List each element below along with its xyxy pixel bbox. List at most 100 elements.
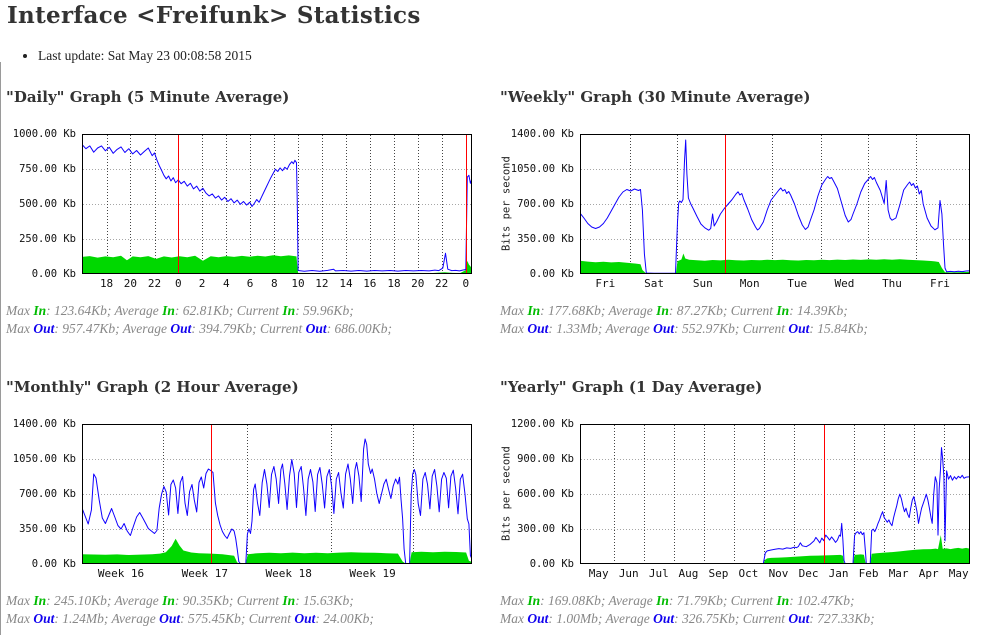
in-traffic-area bbox=[82, 255, 472, 274]
direction-label: In bbox=[162, 593, 175, 608]
y-tick-label: 0.00 Kb bbox=[529, 558, 574, 570]
out-traffic-line bbox=[82, 438, 472, 564]
direction-label: In bbox=[776, 303, 790, 318]
direction-label: Out bbox=[294, 611, 316, 626]
y-tick-label: 750.00 Kb bbox=[19, 163, 76, 175]
yearly-graph: Bits per second 1200.00 Kb 900.00 Kb 600.00… bbox=[500, 418, 986, 582]
x-tick-label: 12 bbox=[315, 277, 329, 290]
x-tick-label: 0 bbox=[462, 277, 470, 290]
x-tick-label: Week 19 bbox=[349, 567, 396, 580]
x-tick-label: Mar bbox=[888, 567, 909, 580]
stats-line-in: Max In: 169.08Kb; Average In: 71.79Kb; C… bbox=[500, 593, 855, 608]
y-tick-label: 250.00 Kb bbox=[19, 233, 76, 245]
daily-graph: 1000.00 Kb 750.00 Kb 500.00 Kb 250.00 Kb 0.0… bbox=[6, 128, 492, 292]
x-axis-tick-labels: May Jun Jul Aug Sep Oct Nov Dec Jan Feb Mar Apr May bbox=[580, 564, 970, 582]
y-axis-unit-label: Bits per second bbox=[500, 446, 513, 542]
direction-label: In bbox=[282, 303, 296, 318]
x-tick-label: Feb bbox=[858, 567, 879, 580]
y-tick-label: 1400.00 Kb bbox=[12, 418, 76, 430]
x-tick-label: Fri bbox=[930, 277, 950, 290]
yearly-chart-canvas bbox=[580, 424, 970, 564]
out-traffic-line bbox=[82, 144, 472, 272]
section-monthly: "Monthly" Graph (2 Hour Average) 1400.00… bbox=[6, 378, 492, 628]
x-tick-label: Week 18 bbox=[265, 567, 312, 580]
direction-label: In bbox=[656, 593, 669, 608]
daily-stats: Max In: 123.64Kb; Average In: 62.81Kb; C… bbox=[6, 302, 492, 338]
stats-line-out: Max Out: 1.33Mb; Average Out: 552.97Kb; … bbox=[500, 321, 868, 336]
x-tick-label: Week 17 bbox=[181, 567, 229, 580]
direction-label: In bbox=[33, 303, 47, 318]
y-tick-label: 300.00 Kb bbox=[517, 523, 574, 535]
direction-label: Out bbox=[33, 611, 55, 626]
left-frame-line bbox=[0, 62, 1, 635]
x-tick-label: Tue bbox=[787, 277, 808, 290]
monthly-stats: Max In: 245.10Kb; Average In: 90.35Kb; C… bbox=[6, 592, 492, 628]
yearly-stats: Max In: 169.08Kb; Average In: 71.79Kb; C… bbox=[500, 592, 986, 628]
monthly-chart-canvas bbox=[82, 424, 472, 564]
y-tick-label: 500.00 Kb bbox=[19, 198, 76, 210]
x-tick-label: Jan bbox=[828, 567, 849, 580]
y-tick-label: 1200.00 Kb bbox=[510, 418, 574, 430]
x-axis-tick-labels: Week 16 Week 17 Week 18 Week 19 bbox=[82, 564, 472, 582]
x-tick-label: Jun bbox=[618, 567, 639, 580]
x-tick-label: 10 bbox=[291, 277, 305, 290]
y-tick-label: 0.00 Kb bbox=[31, 558, 76, 570]
y-tick-label: 1050.00 Kb bbox=[510, 163, 574, 175]
direction-label: Out bbox=[653, 611, 675, 626]
y-axis-tick-labels: 1000.00 Kb 750.00 Kb 500.00 Kb 250.00 Kb 0.0… bbox=[6, 128, 82, 280]
stats-line-in: Max In: 245.10Kb; Average In: 90.35Kb; C… bbox=[6, 593, 354, 608]
x-tick-label: Sat bbox=[644, 277, 665, 290]
direction-label: Out bbox=[788, 611, 810, 626]
direction-label: In bbox=[162, 303, 175, 318]
x-tick-label: 16 bbox=[363, 277, 377, 290]
in-traffic-area bbox=[580, 253, 970, 274]
y-tick-label: 900.00 Kb bbox=[517, 453, 574, 465]
weekly-graph-title: "Weekly" Graph (30 Minute Average) bbox=[500, 88, 811, 106]
monthly-graph-title: "Monthly" Graph (2 Hour Average) bbox=[6, 378, 299, 396]
weekly-chart-canvas bbox=[580, 134, 970, 274]
in-traffic-area bbox=[763, 535, 970, 564]
section-daily: "Daily" Graph (5 Minute Average) 1000.00… bbox=[6, 88, 492, 338]
out-traffic-line bbox=[762, 447, 970, 564]
y-tick-label: 350.00 Kb bbox=[19, 523, 76, 535]
x-tick-label: 20 bbox=[123, 277, 137, 290]
y-tick-label: 350.00 Kb bbox=[517, 233, 574, 245]
yearly-graph-title: "Yearly" Graph (1 Day Average) bbox=[500, 378, 763, 396]
x-tick-label: Jul bbox=[648, 567, 669, 580]
in-traffic-area bbox=[82, 538, 472, 564]
x-tick-label: 14 bbox=[339, 277, 353, 290]
x-tick-label: 22 bbox=[434, 277, 449, 290]
x-tick-label: May bbox=[948, 567, 969, 580]
x-tick-label: 8 bbox=[270, 277, 278, 290]
daily-chart-canvas bbox=[82, 134, 472, 274]
stats-line-out: Max Out: 957.47Kb; Average Out: 394.79Kb… bbox=[6, 321, 392, 336]
x-tick-label: 0 bbox=[175, 277, 182, 290]
x-tick-label: Mon bbox=[739, 277, 760, 290]
y-tick-label: 700.00 Kb bbox=[517, 198, 574, 210]
direction-label: Out bbox=[305, 321, 327, 336]
stats-line-out: Max Out: 1.00Mb; Average Out: 326.75Kb; … bbox=[500, 611, 875, 626]
update-list: Last update: Sat May 23 00:08:58 2015 bbox=[22, 48, 252, 64]
direction-label: Out bbox=[33, 321, 55, 336]
section-yearly: "Yearly" Graph (1 Day Average) Bits per … bbox=[500, 378, 986, 628]
y-tick-label: 600.00 Kb bbox=[517, 488, 574, 500]
x-tick-label: 18 bbox=[99, 277, 114, 290]
y-tick-label: 1000.00 Kb bbox=[12, 128, 76, 140]
weekly-graph: Bits per second 1400.00 Kb 1050.00 Kb 700.0… bbox=[500, 128, 986, 292]
direction-label: Out bbox=[527, 611, 549, 626]
x-tick-label: 18 bbox=[387, 277, 401, 290]
y-axis-tick-labels: 1400.00 Kb 1050.00 Kb 700.00 Kb 350.00 Kb 0.… bbox=[6, 418, 82, 570]
x-tick-label: Wed bbox=[834, 277, 855, 290]
x-axis-tick-labels: 18 20 22 0 2 4 6 8 10 12 14 16 18 20 22 0 bbox=[82, 274, 472, 292]
x-tick-label: Dec bbox=[798, 567, 819, 580]
direction-label: In bbox=[527, 303, 541, 318]
x-tick-label: Sun bbox=[692, 277, 713, 290]
y-axis-tick-labels: 1200.00 Kb 900.00 Kb 600.00 Kb 300.00 Kb 0.0… bbox=[511, 418, 580, 570]
x-tick-label: Nov bbox=[768, 567, 789, 580]
x-tick-label: Week 16 bbox=[97, 567, 145, 580]
direction-label: In bbox=[282, 593, 296, 608]
y-tick-label: 0.00 Kb bbox=[31, 268, 76, 280]
direction-label: In bbox=[656, 303, 669, 318]
x-tick-label: Fri bbox=[595, 277, 616, 290]
